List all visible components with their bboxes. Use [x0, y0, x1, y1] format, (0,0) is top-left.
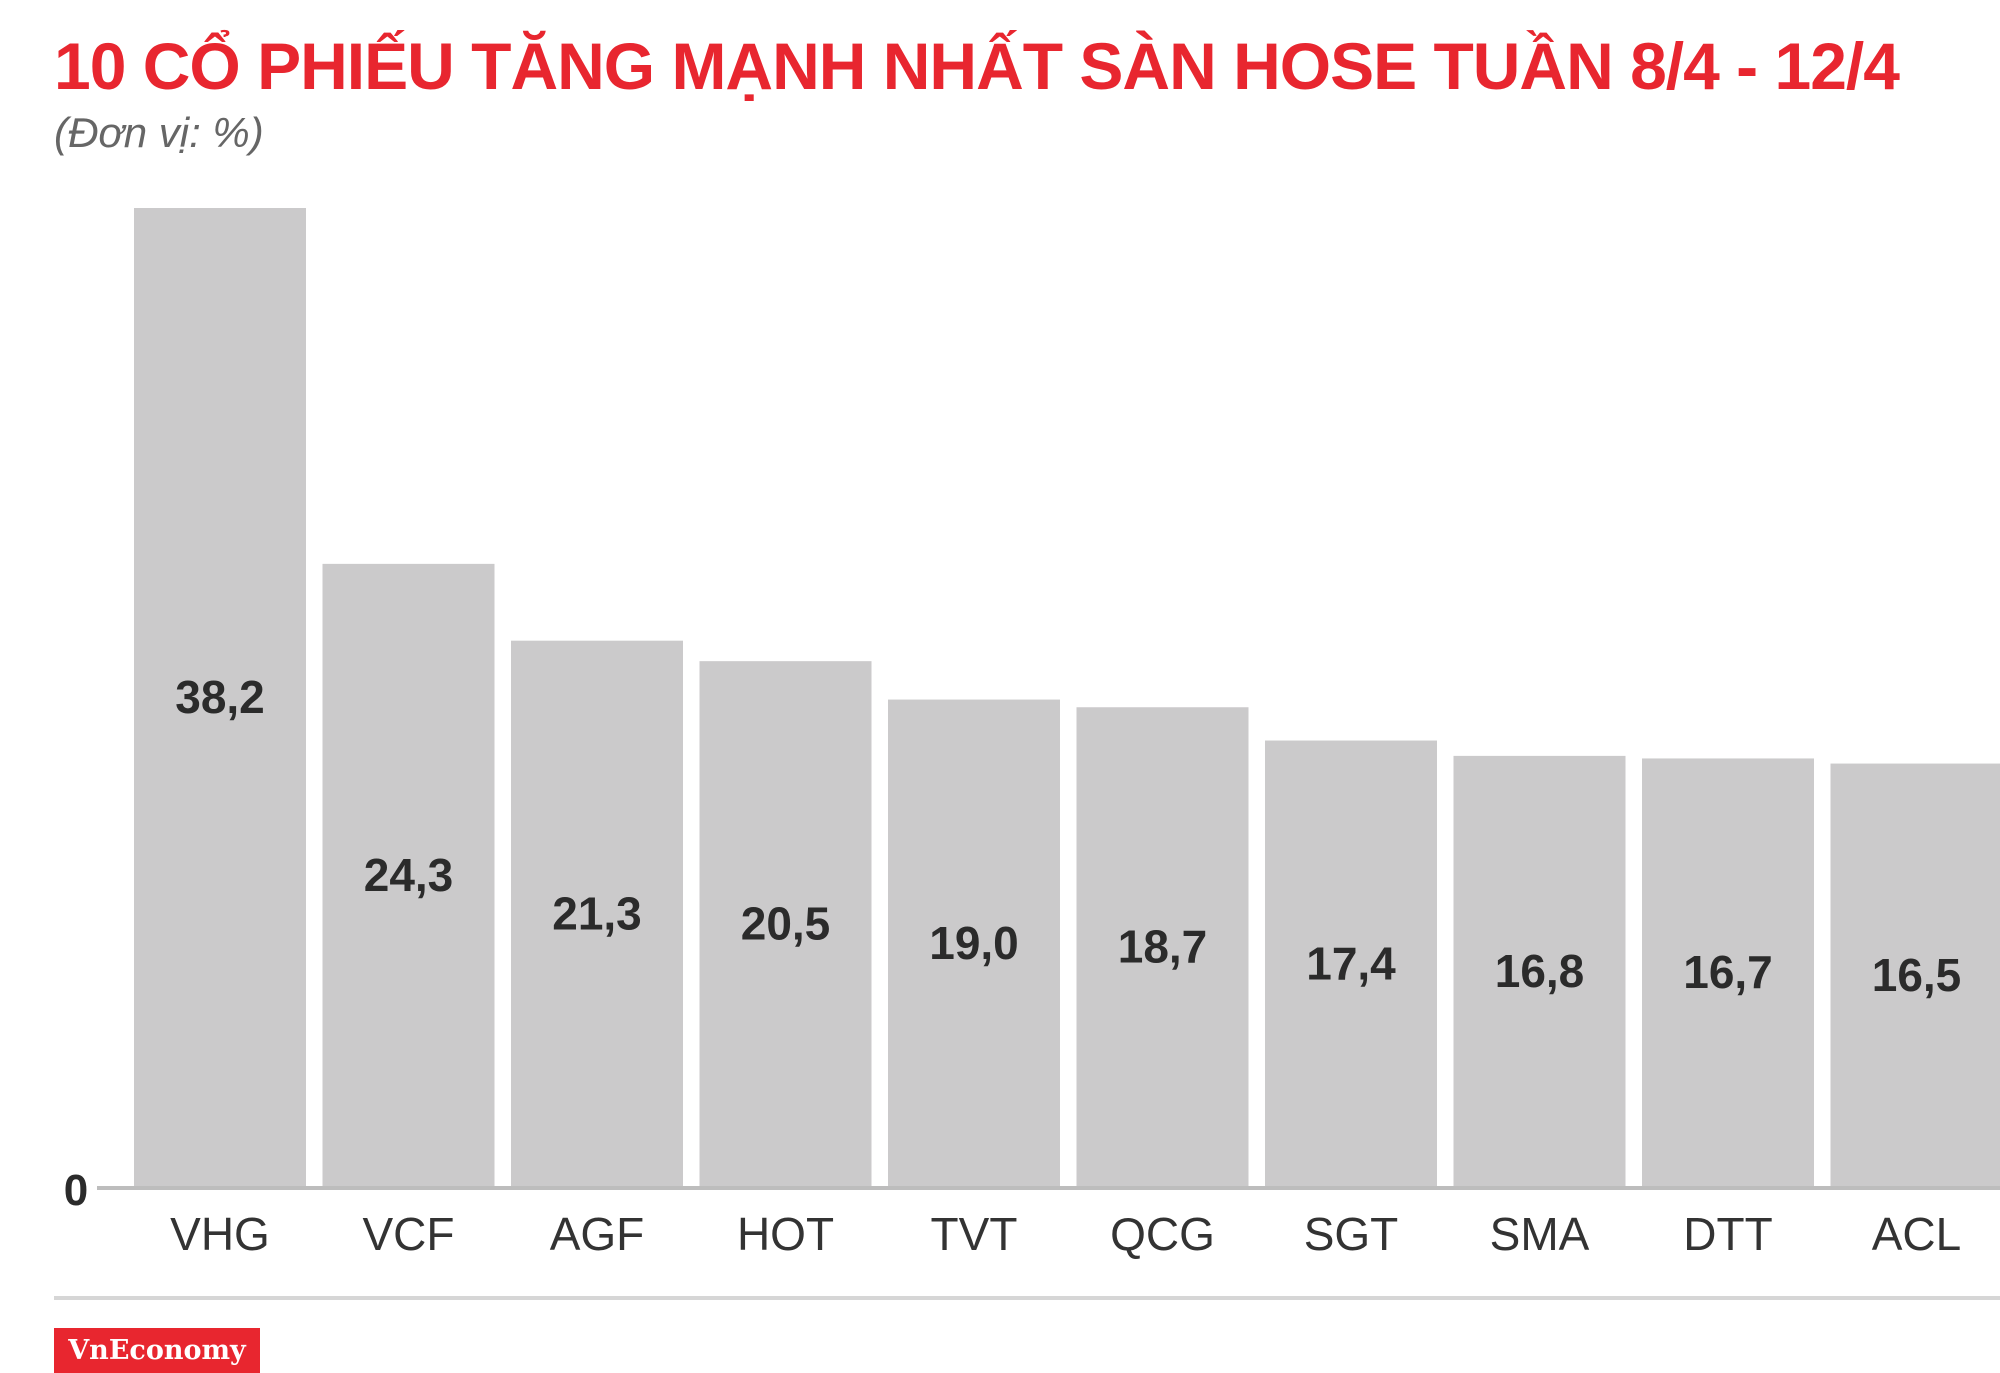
bar-sma	[1453, 755, 1626, 1186]
category-label-sma: SMA	[1490, 1208, 1590, 1260]
vneconomy-logo: VnEconomy	[54, 1328, 260, 1373]
bar-value-label-agf: 21,3	[552, 887, 642, 939]
bar-dtt	[1642, 758, 1814, 1186]
unit-subtitle: (Đơn vị: %)	[54, 109, 264, 156]
bar-qcg	[1076, 707, 1249, 1186]
bar-value-label-acl: 16,5	[1872, 949, 1962, 1001]
category-label-tvt: TVT	[931, 1208, 1018, 1260]
bar-vcf	[322, 563, 495, 1186]
bar-value-label-dtt: 16,7	[1683, 946, 1773, 998]
labels-group: 38,2 VHG 24,3 VCF 21,3 AGF 20,5 HOT 19,0 TVT 18,7 Q…	[170, 671, 1961, 1260]
category-label-acl: ACL	[1872, 1208, 1961, 1260]
bar-value-label-vcf: 24,3	[364, 849, 454, 901]
category-label-vcf: VCF	[363, 1208, 455, 1260]
category-label-dtt: DTT	[1683, 1208, 1772, 1260]
y-tick-label-zero: 0	[64, 1166, 88, 1215]
bar-vhg	[134, 208, 306, 1186]
category-label-qcg: QCG	[1110, 1208, 1215, 1260]
bar-sgt	[1265, 740, 1437, 1186]
bar-tvt	[888, 699, 1060, 1186]
bar-value-label-sma: 16,8	[1495, 945, 1585, 997]
chart-title: 10 CỔ PHIẾU TĂNG MẠNH NHẤT SÀN HOSE TUẦN…	[54, 29, 1900, 103]
bars-group	[134, 208, 2000, 1186]
category-label-agf: AGF	[550, 1208, 645, 1260]
bar-agf	[511, 640, 683, 1186]
bar-acl	[1830, 763, 2000, 1186]
category-label-vhg: VHG	[170, 1208, 270, 1260]
bar-value-label-tvt: 19,0	[929, 917, 1019, 969]
category-label-sgt: SGT	[1304, 1208, 1399, 1260]
bar-value-label-hot: 20,5	[741, 898, 831, 950]
bar-hot	[699, 661, 872, 1186]
footer-divider	[54, 1296, 2000, 1300]
bar-value-label-sgt: 17,4	[1306, 937, 1396, 989]
bar-value-label-qcg: 18,7	[1118, 921, 1208, 973]
bar-value-label-vhg: 38,2	[175, 671, 265, 723]
category-label-hot: HOT	[737, 1208, 834, 1260]
